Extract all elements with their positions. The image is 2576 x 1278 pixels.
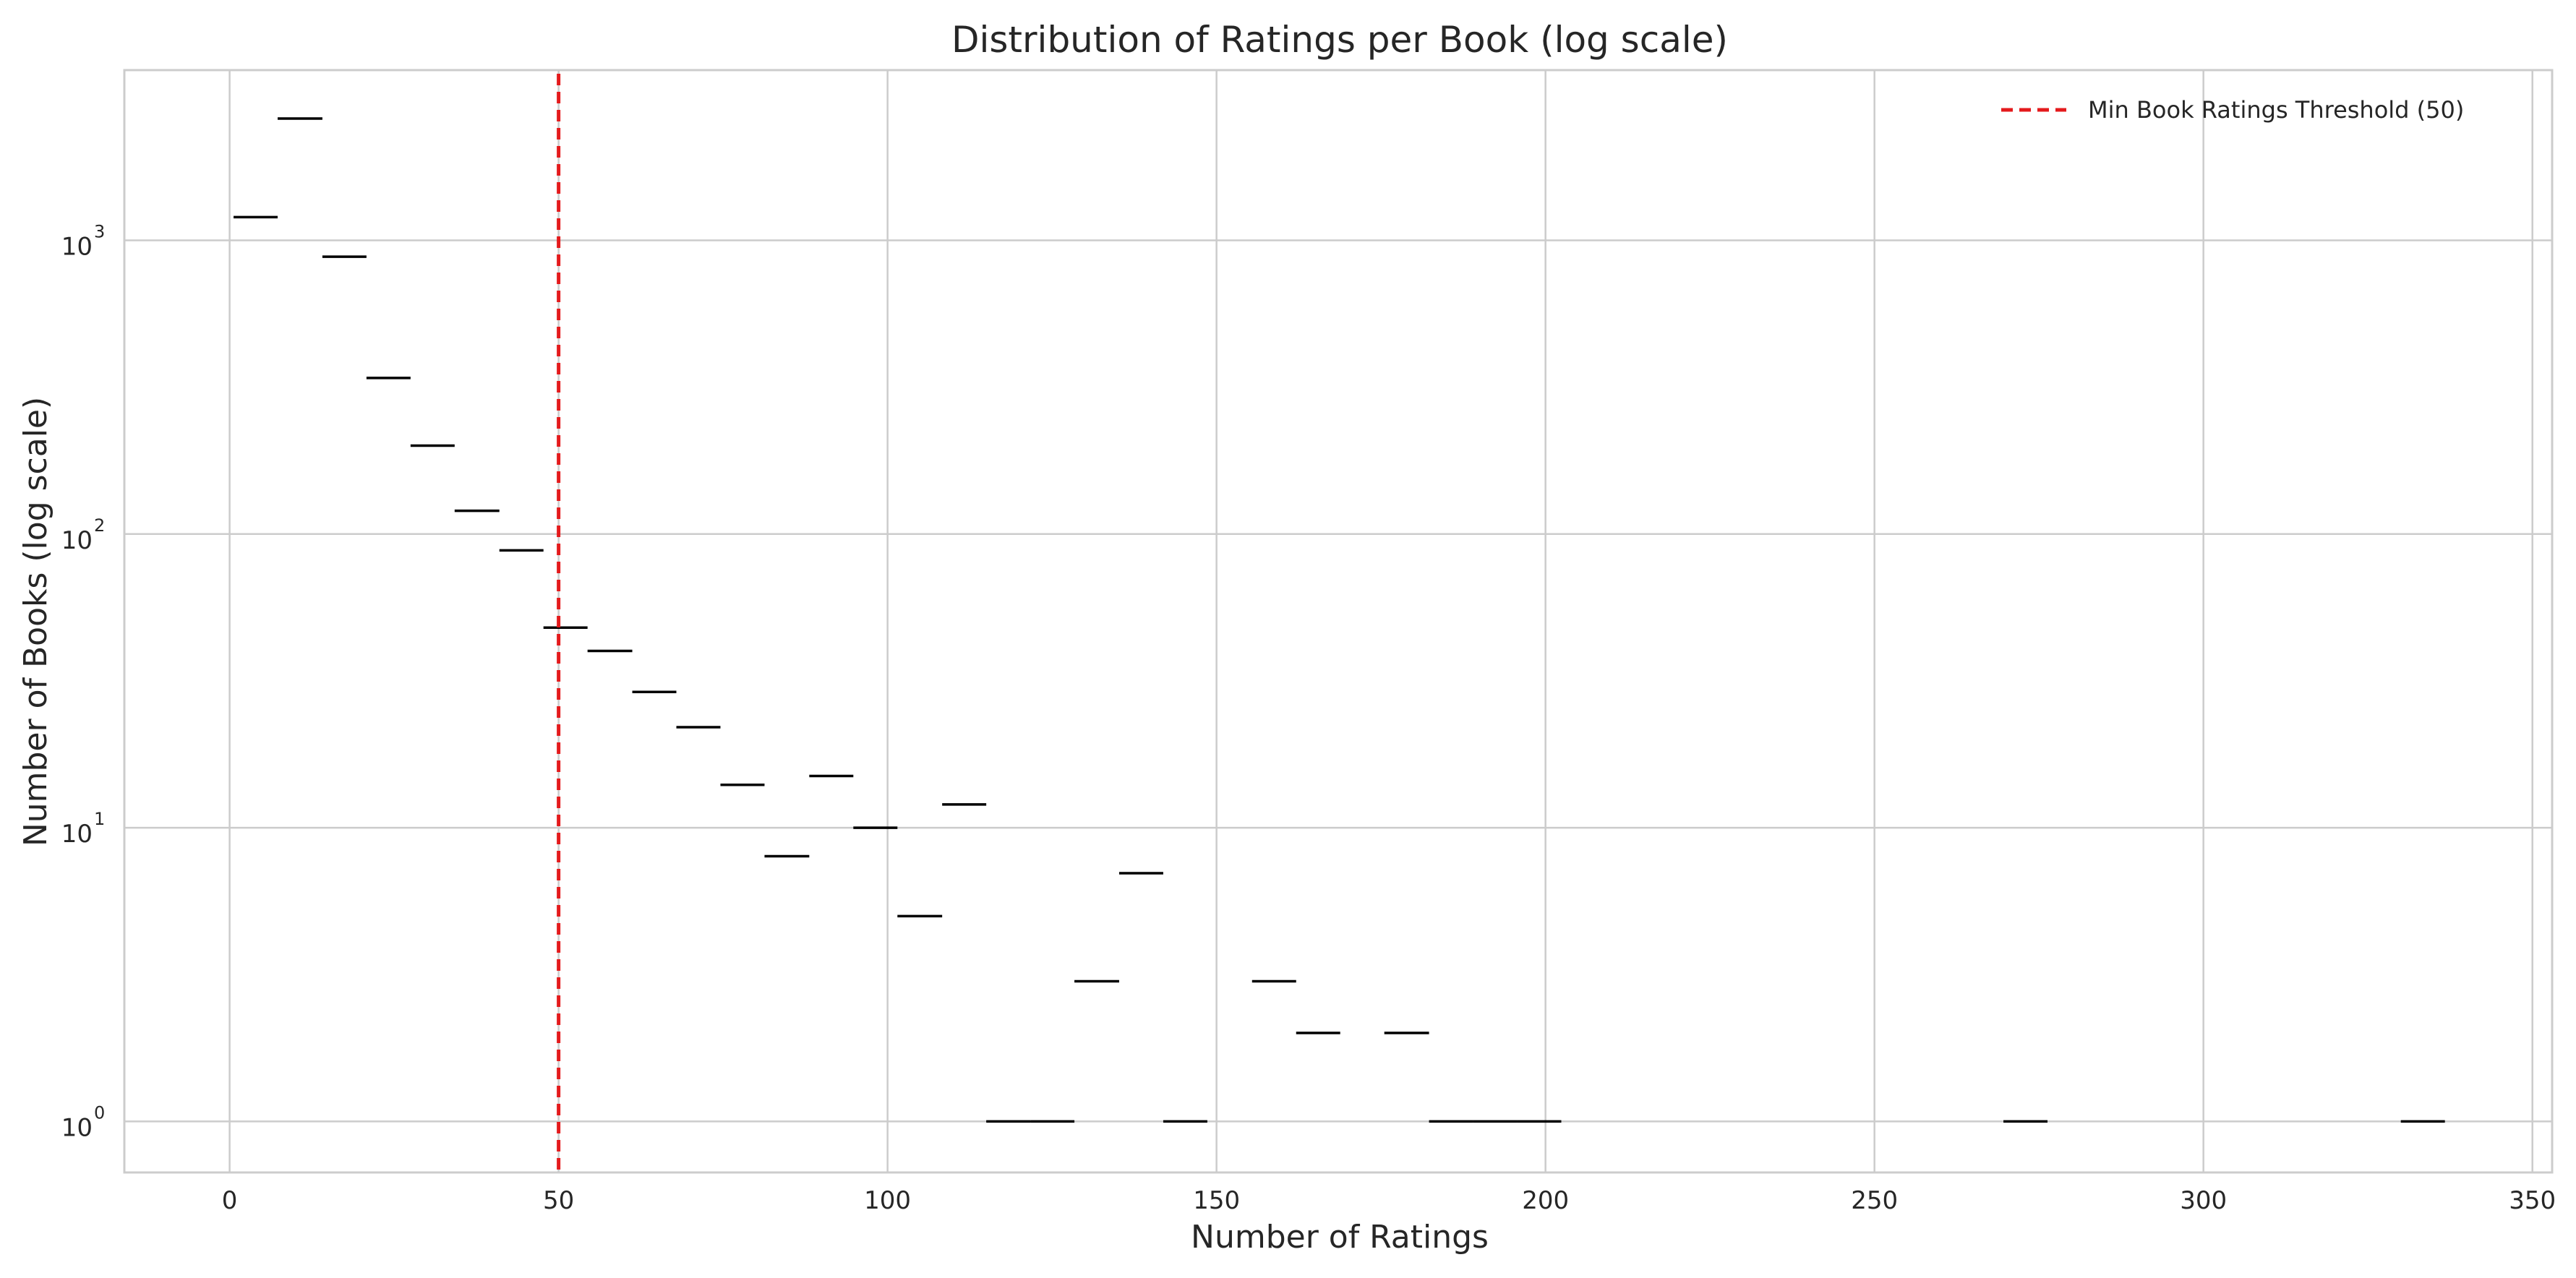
legend-threshold-label: Min Book Ratings Threshold (50) [2088,96,2464,124]
y-tick-exponent: 0 [94,1102,105,1123]
x-tick-label: 100 [864,1186,911,1215]
y-axis-label: Number of Books (log scale) [17,397,54,846]
x-axis-label: Number of Ratings [1191,1219,1489,1256]
grid-layer [124,70,2552,1172]
y-tick-label: 10 [61,233,93,262]
legend: Min Book Ratings Threshold (50) [2001,96,2464,124]
y-tick-exponent: 3 [94,222,105,242]
x-tick-label: 50 [543,1186,574,1215]
y-tick-label: 10 [61,1113,93,1142]
y-tick-label: 10 [61,820,93,849]
chart-title: Distribution of Ratings per Book (log sc… [951,19,1728,61]
plot-frame [123,69,2554,1174]
y-tick-label: 10 [61,526,93,555]
x-tick-label: 350 [2509,1186,2556,1215]
histogram-bins [234,117,2445,1123]
x-tick-label: 250 [1851,1186,1898,1215]
x-tick-label: 150 [1193,1186,1240,1215]
x-tick-labels: 0 50 100 150 200 250 300 350 [222,1186,2556,1215]
y-tick-exponent: 1 [94,809,105,829]
y-tick-exponent: 2 [94,515,105,536]
x-tick-label: 0 [222,1186,238,1215]
x-tick-label: 200 [1522,1186,1569,1215]
x-tick-label: 300 [2180,1186,2227,1215]
